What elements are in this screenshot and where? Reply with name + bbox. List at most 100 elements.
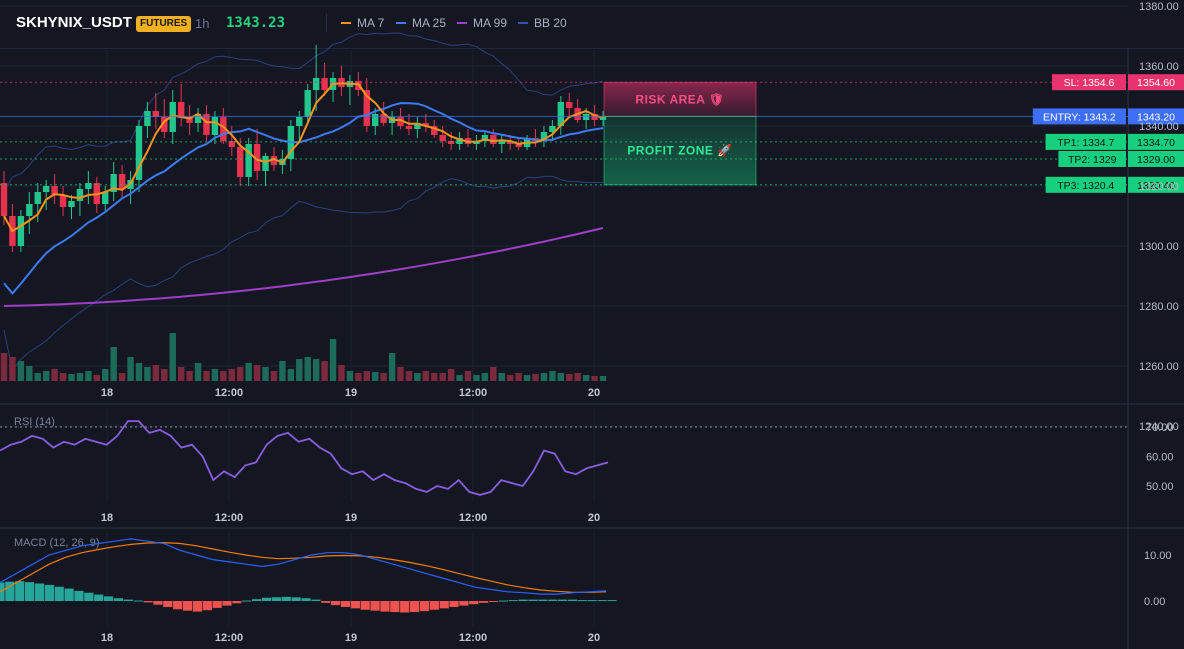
level-price-sl — [1128, 74, 1184, 91]
trade-zones: RISK AREA 🛡 PROFIT ZONE 🚀 — [603, 81, 757, 186]
candle-body — [481, 135, 489, 141]
candle-body — [321, 78, 328, 90]
level-tag-tp1 — [1045, 133, 1126, 150]
volume-bar — [566, 374, 573, 381]
candle-body — [211, 117, 219, 135]
volume-bar — [422, 371, 430, 381]
profit-zone — [603, 115, 757, 186]
volume-bar — [85, 371, 92, 381]
macd-histogram-bar — [479, 601, 489, 603]
candle-body — [42, 186, 50, 192]
price-axis-label: 1260.00 — [1139, 361, 1179, 373]
bb-upper — [3, 32, 604, 193]
volume-bars — [0, 333, 607, 381]
candle-body — [85, 183, 92, 189]
volume-bar — [405, 371, 413, 381]
candle-body — [186, 117, 193, 123]
candle-body — [397, 117, 404, 126]
level-price-tp3 — [1128, 176, 1184, 193]
macd-histogram-bar — [5, 581, 15, 601]
volume-bar — [321, 361, 328, 381]
candle-body — [591, 114, 598, 120]
legend-ma99[interactable]: MA 99 — [457, 16, 507, 30]
volume-bar — [346, 371, 354, 381]
candle-body — [414, 123, 421, 129]
volume-bar — [515, 373, 522, 381]
timeframe-selector[interactable]: 1h — [195, 16, 210, 31]
candle-body — [0, 183, 8, 216]
macd-histogram-bar — [429, 601, 439, 610]
macd-histogram-bar — [281, 596, 291, 601]
macd-histogram-bar — [577, 600, 587, 602]
candle-body — [304, 90, 311, 117]
volume-bar — [245, 363, 252, 381]
symbol-title[interactable]: SKHYNIX_USDT — [16, 14, 132, 31]
legend-label: MA 99 — [473, 16, 508, 30]
volume-bar — [17, 361, 25, 381]
legend-bb20[interactable]: BB 20 — [518, 16, 567, 30]
level-price-text-tp1: 1334.70 — [1137, 137, 1175, 149]
candle-body — [110, 174, 117, 192]
macd-histogram-bar — [173, 601, 183, 610]
macd-histogram-bar — [321, 601, 331, 603]
level-tag-text-sl: SL: 1354.6 — [1064, 77, 1115, 89]
level-tag-text-tp2: TP2: 1329 — [1068, 154, 1117, 166]
macd-histogram-bar — [252, 599, 262, 601]
volume-bar — [211, 369, 219, 381]
volume-bar — [329, 339, 337, 381]
volume-bar — [169, 333, 176, 381]
macd-histogram-bar — [459, 601, 469, 606]
volume-bar — [591, 376, 598, 381]
volume-bar — [177, 367, 185, 381]
candle-body — [152, 111, 160, 117]
macd-histogram-bar — [54, 586, 64, 601]
candle-body — [68, 201, 75, 207]
volume-bar — [481, 373, 489, 381]
rsi-axis-label: 70.00 — [1146, 422, 1174, 434]
level-price-text-tp2: 1329.00 — [1137, 154, 1175, 166]
macd-histogram-bar — [25, 582, 35, 601]
volume-bar — [76, 373, 84, 381]
level-tag-sl — [1052, 74, 1126, 91]
volume-bar — [9, 357, 16, 381]
volume-bar — [253, 365, 261, 381]
volume-bar — [540, 373, 548, 381]
volume-bar — [304, 357, 311, 381]
volume-bar — [279, 361, 286, 381]
volume-bar — [490, 367, 497, 381]
candle-body — [439, 135, 446, 141]
volume-bar — [186, 371, 193, 381]
macd-histogram-bar — [469, 601, 479, 605]
volume-bar — [380, 373, 387, 381]
volume-bar — [439, 373, 446, 381]
macd-histogram-bar — [74, 590, 84, 601]
candle-body — [270, 156, 278, 165]
macd-histogram-bar — [182, 601, 193, 611]
macd-histogram-bar — [558, 599, 568, 601]
macd-histogram-bar — [192, 601, 203, 612]
legend-swatch-icon — [457, 21, 467, 24]
volume-bar — [363, 371, 370, 381]
macd-histogram-bar — [350, 601, 360, 609]
legend-ma7[interactable]: MA 7 — [341, 16, 384, 30]
time-axis-label: 19 — [345, 632, 357, 644]
candle-body — [582, 114, 590, 120]
volume-bar — [557, 373, 565, 381]
level-price-text-entry: 1343.20 — [1137, 111, 1175, 123]
volume-bar — [414, 373, 421, 381]
volume-bar — [549, 371, 556, 381]
macd-histogram-bar — [212, 601, 222, 608]
volume-bar — [447, 369, 455, 381]
legend-ma25[interactable]: MA 25 — [396, 16, 446, 30]
volume-bar — [228, 369, 235, 381]
legend-swatch-icon — [518, 21, 528, 24]
volume-bar — [312, 359, 320, 381]
macd-histogram-bar — [44, 584, 54, 601]
candle-body — [169, 102, 176, 132]
level-price-tp2 — [1128, 151, 1184, 167]
macd-signal-line — [0, 541, 607, 593]
axes: 1380.00 1360.00 1340.00 1320.00 1300.00 1280.… — [101, 1, 1179, 644]
macd-histogram-bar — [153, 601, 163, 605]
volume-bar — [127, 357, 134, 381]
